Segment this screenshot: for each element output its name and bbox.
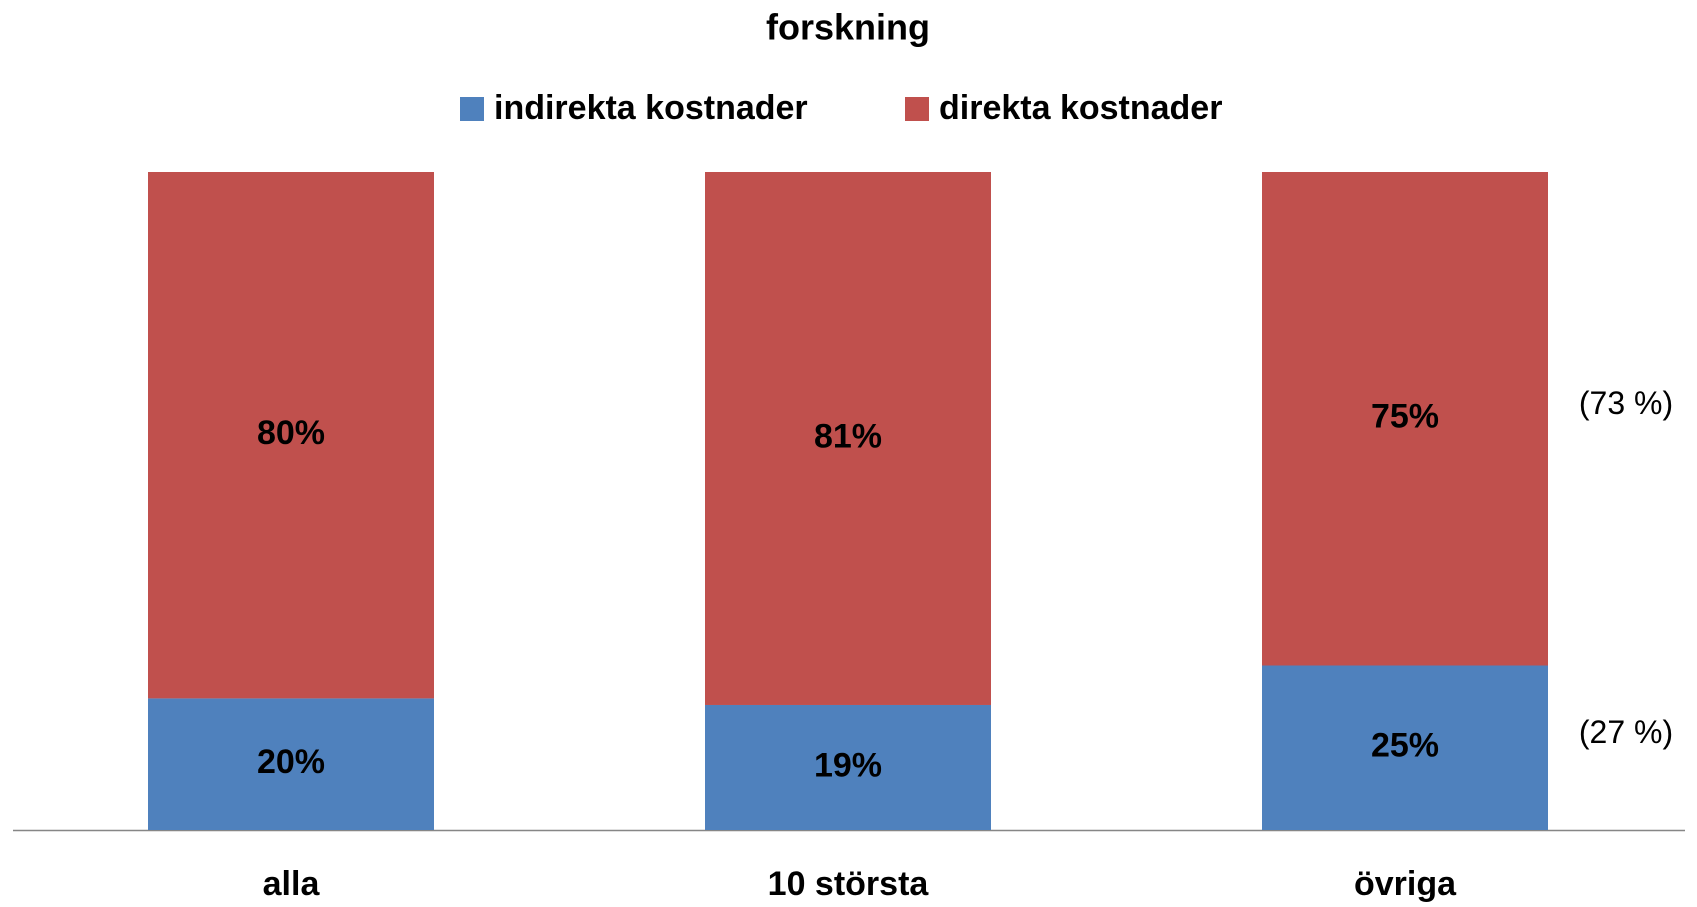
bar-segment <box>1262 665 1548 830</box>
value-label: 81% <box>814 417 882 455</box>
x-tick-label: 10 största <box>768 865 930 903</box>
legend-swatch <box>905 97 929 121</box>
legend-label: direkta kostnader <box>939 89 1222 127</box>
bar-segment <box>1262 172 1548 666</box>
value-label: 20% <box>257 743 325 781</box>
bar-segment <box>705 704 991 830</box>
value-label: 25% <box>1371 727 1439 765</box>
chart-title: forskning <box>766 7 930 48</box>
annotation: (73 %) <box>1579 385 1673 421</box>
x-tick-label: alla <box>263 865 321 903</box>
value-label: 75% <box>1371 398 1439 436</box>
annotation: (27 %) <box>1579 714 1673 750</box>
value-label: 19% <box>814 746 882 784</box>
legend-swatch <box>460 97 484 121</box>
bar-segment <box>148 698 434 830</box>
legend-label: indirekta kostnader <box>494 89 808 127</box>
bar-segment <box>705 172 991 705</box>
value-label: 80% <box>257 414 325 452</box>
bar-segment <box>148 172 434 699</box>
x-tick-label: övriga <box>1354 865 1457 903</box>
